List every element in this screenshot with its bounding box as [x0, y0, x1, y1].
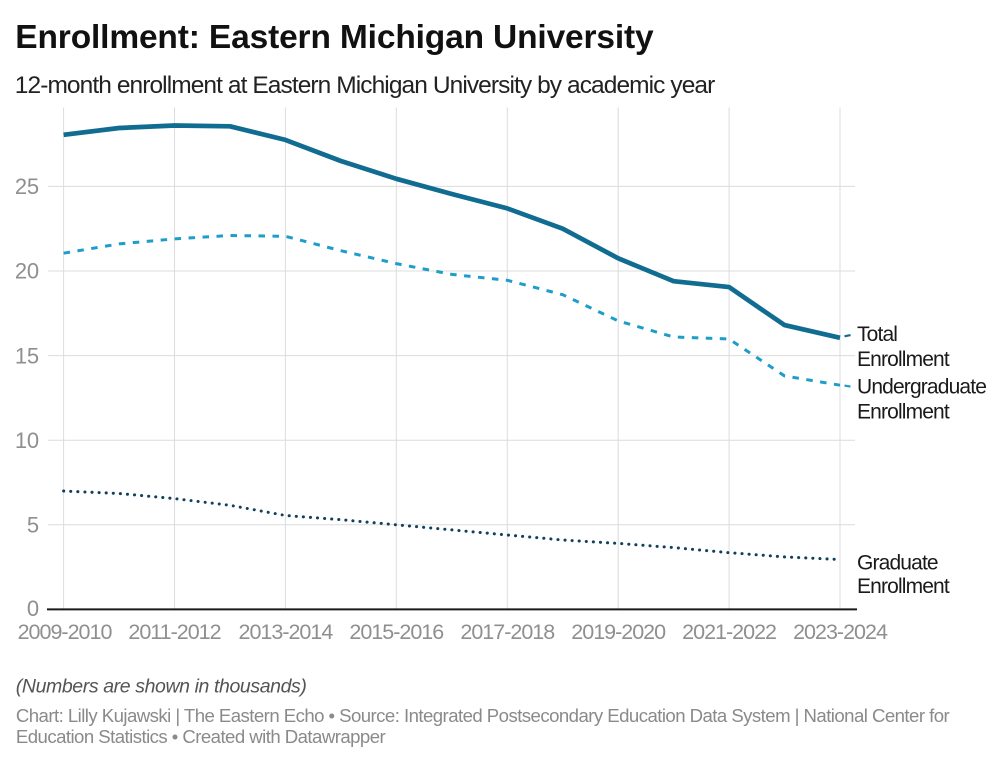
svg-text:Undergraduate: Undergraduate: [857, 375, 986, 398]
svg-text:25: 25: [15, 174, 39, 199]
svg-text:2015-2016: 2015-2016: [349, 620, 444, 644]
svg-text:2013-2014: 2013-2014: [238, 620, 333, 644]
svg-text:0: 0: [27, 596, 39, 621]
svg-text:10: 10: [15, 428, 39, 453]
svg-text:20: 20: [15, 259, 39, 284]
svg-text:Enrollment: Enrollment: [857, 575, 950, 598]
svg-text:Enrollment: Eastern Michigan U: Enrollment: Eastern Michigan University: [15, 19, 654, 56]
svg-text:2017-2018: 2017-2018: [460, 620, 555, 644]
svg-text:Enrollment: Enrollment: [857, 400, 950, 423]
svg-text:2021-2022: 2021-2022: [682, 620, 776, 644]
svg-text:2009-2010: 2009-2010: [18, 620, 113, 644]
svg-text:2011-2012: 2011-2012: [128, 620, 220, 644]
svg-text:(Numbers are shown in thousand: (Numbers are shown in thousands): [16, 676, 307, 698]
svg-text:2023-2024: 2023-2024: [793, 620, 888, 644]
svg-text:Education Statistics • Created: Education Statistics • Created with Data…: [16, 726, 386, 747]
svg-text:Chart: Lilly Kujawski | The Ea: Chart: Lilly Kujawski | The Eastern Echo…: [16, 705, 950, 726]
svg-text:2019-2020: 2019-2020: [571, 620, 666, 644]
svg-text:12-month enrollment at Eastern: 12-month enrollment at Eastern Michigan …: [15, 72, 715, 99]
svg-text:Graduate: Graduate: [857, 552, 938, 575]
svg-text:Total: Total: [857, 323, 897, 346]
svg-text:15: 15: [15, 343, 39, 368]
svg-text:Enrollment: Enrollment: [857, 348, 950, 371]
svg-text:5: 5: [27, 513, 39, 538]
